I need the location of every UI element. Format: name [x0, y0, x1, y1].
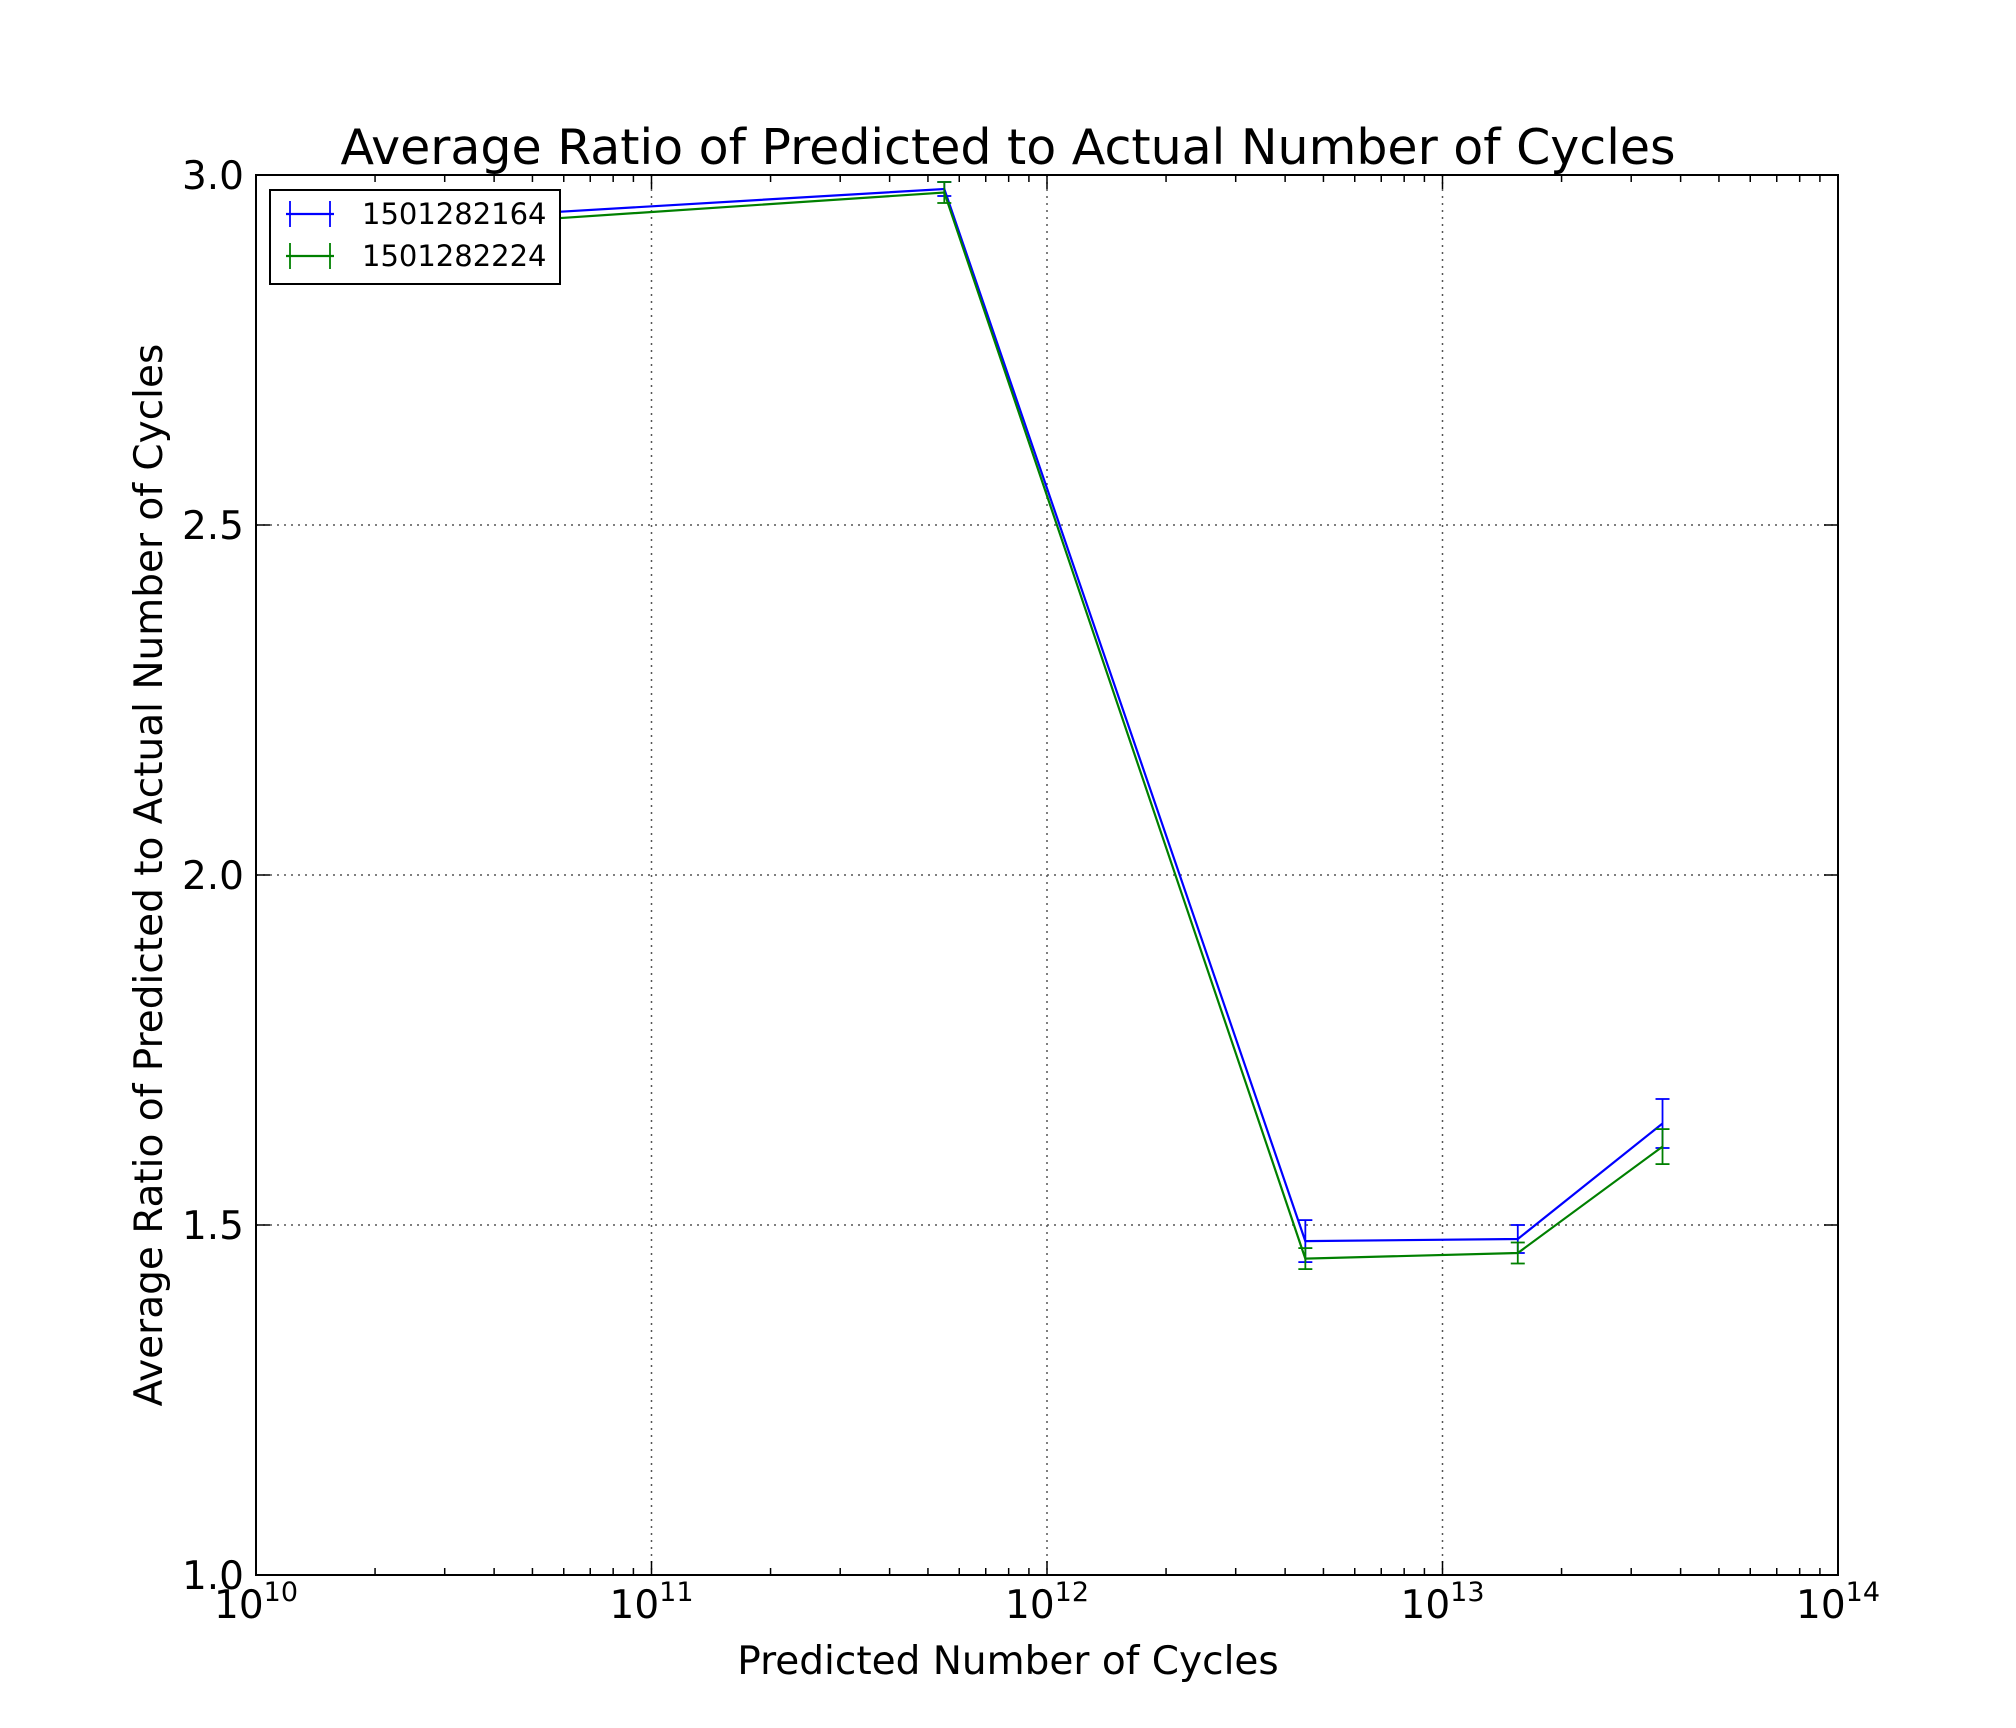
y-axis-label: Average Ratio of Predicted to Actual Num… [127, 344, 172, 1407]
x-tick-label: 1011 [610, 1577, 694, 1628]
chart-title: Average Ratio of Predicted to Actual Num… [340, 119, 1675, 176]
x-tick-base: 10 [610, 1583, 660, 1628]
x-tick-label: 1010 [214, 1577, 298, 1628]
legend-box [269, 189, 561, 285]
legend-label: 1501282224 [362, 239, 547, 273]
x-tick-exponent: 12 [1055, 1577, 1089, 1608]
x-tick-base: 10 [214, 1583, 264, 1628]
x-tick-base: 10 [1005, 1583, 1055, 1628]
legend-label: 1501282164 [362, 197, 547, 231]
axes-frame [255, 174, 1839, 1576]
x-tick-base: 10 [1401, 1583, 1451, 1628]
legend: 1501282164 1501282224 [269, 189, 561, 285]
x-tick-label: 1013 [1401, 1577, 1485, 1628]
x-tick-label: 1012 [1005, 1577, 1089, 1628]
y-tick-label: 1.0 [182, 1554, 244, 1599]
x-tick-exponent: 14 [1846, 1577, 1880, 1608]
x-tick-exponent: 13 [1450, 1577, 1484, 1608]
x-axis-label: Predicted Number of Cycles [737, 1639, 1278, 1684]
x-tick-exponent: 11 [659, 1577, 693, 1608]
plot-area: 1010 1011 1012 1013 10141.01.52.02.53.015012… [182, 154, 1880, 1628]
y-tick-label: 3.0 [182, 154, 244, 199]
y-tick-label: 2.5 [182, 504, 244, 549]
y-tick-label: 2.0 [182, 854, 244, 899]
y-tick-label: 1.5 [182, 1204, 244, 1249]
x-tick-label: 1014 [1796, 1577, 1880, 1628]
x-tick-base: 10 [1796, 1583, 1846, 1628]
x-tick-exponent: 10 [264, 1577, 298, 1608]
